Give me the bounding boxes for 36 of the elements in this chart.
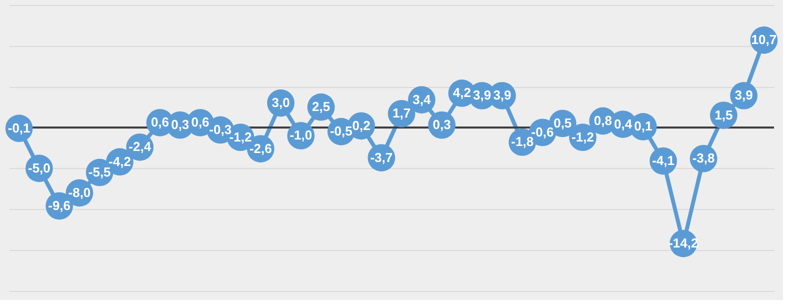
data-label: -0,5 (330, 124, 352, 139)
data-label: -0,3 (209, 122, 232, 137)
data-label: -1,8 (511, 134, 534, 150)
data-label: -4,1 (652, 153, 674, 168)
data-label: -2,4 (128, 139, 152, 154)
data-label: -3,8 (692, 150, 715, 166)
data-label: -4,2 (108, 154, 131, 169)
data-label: -5,0 (28, 160, 50, 176)
data-label: 0,3 (432, 117, 451, 132)
data-label: -8,0 (68, 184, 91, 200)
data-label: -0,6 (531, 124, 554, 140)
data-label: -1,2 (572, 129, 594, 144)
data-label: -5,5 (88, 164, 111, 180)
data-label: 0,6 (191, 114, 210, 130)
data-label: 3,0 (272, 95, 290, 110)
data-label: 3,9 (473, 88, 492, 103)
data-label: 0,5 (554, 115, 572, 130)
data-label: 3,9 (734, 88, 753, 103)
data-label: 1,5 (714, 107, 733, 122)
data-label: 2,5 (312, 99, 330, 114)
data-label: -3,7 (370, 150, 393, 165)
data-label: -0,1 (8, 120, 30, 136)
data-label: 3,4 (412, 92, 432, 107)
data-label: 4,2 (452, 85, 471, 100)
data-label: 1,7 (392, 106, 411, 121)
data-label: -9,6 (48, 198, 71, 213)
data-label: 0,3 (171, 117, 190, 132)
data-label: 0,1 (634, 118, 652, 134)
data-label: 3,9 (493, 88, 512, 103)
data-label: -2,6 (249, 140, 272, 156)
data-label: 10,7 (751, 32, 777, 48)
data-label: 0,2 (352, 118, 370, 133)
data-label: -1,0 (290, 128, 312, 143)
data-label: 0,4 (614, 116, 633, 132)
data-label: 0,8 (594, 113, 612, 128)
data-label: 0,6 (150, 114, 170, 130)
